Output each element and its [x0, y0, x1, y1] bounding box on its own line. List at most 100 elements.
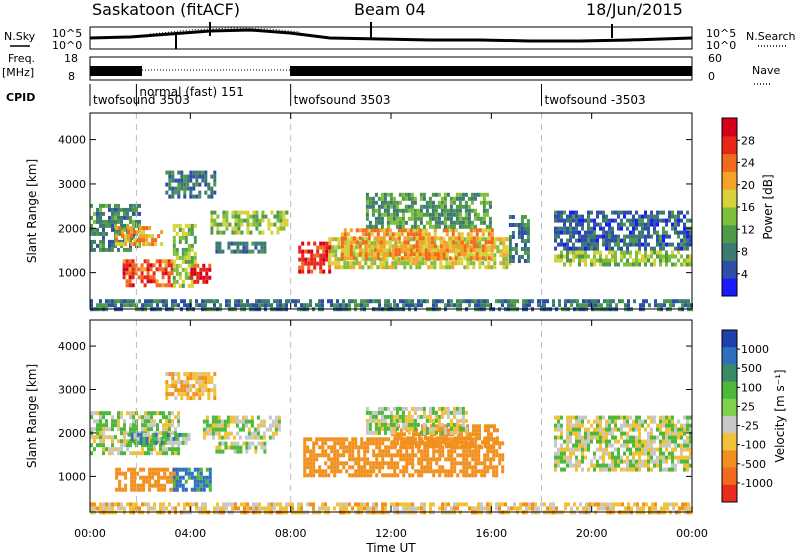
echo-cell: [183, 178, 187, 183]
echo-cell: [371, 224, 375, 229]
echo-cell: [174, 396, 178, 401]
echo-cell: [594, 299, 597, 304]
echo-cell: [605, 214, 608, 219]
echo-cell: [330, 465, 334, 470]
echo-cell: [439, 261, 443, 266]
echo-cell: [614, 210, 617, 215]
echo-cell: [114, 419, 117, 424]
echo-cell: [431, 212, 435, 217]
echo-cell: [368, 204, 372, 209]
echo-cell: [452, 410, 456, 415]
echo-cell: [133, 471, 137, 476]
echo-cell: [139, 436, 143, 441]
echo-cell: [375, 441, 379, 446]
echo-cell: [475, 424, 478, 429]
echo-cell: [187, 271, 191, 276]
echo-cell: [312, 457, 316, 462]
echo-cell: [638, 427, 641, 432]
echo-cell: [348, 299, 351, 304]
echo-cell: [455, 196, 459, 201]
echo-cell: [467, 196, 471, 201]
echo-cell: [181, 436, 185, 441]
echo-cell: [569, 431, 572, 436]
echo-cell: [136, 487, 140, 492]
echo-cell: [407, 426, 411, 431]
echo-cell: [461, 410, 465, 415]
echo-cell: [484, 237, 488, 242]
echo-cell: [656, 254, 659, 259]
echo-cell: [366, 441, 370, 446]
echo-cell: [420, 457, 424, 462]
echo-cell: [252, 502, 255, 507]
echo-cell: [686, 427, 689, 432]
echo-cell: [313, 257, 317, 262]
echo-cell: [443, 212, 447, 217]
echo-cell: [376, 236, 380, 241]
echo-cell: [591, 502, 594, 507]
echo-cell: [665, 467, 668, 472]
echo-cell: [575, 447, 578, 452]
echo-cell: [193, 259, 197, 264]
echo-cell: [328, 241, 332, 246]
echo-cell: [451, 440, 454, 445]
echo-cell: [131, 259, 135, 264]
echo-cell: [340, 232, 344, 237]
echo-cell: [384, 473, 388, 478]
echo-cell: [386, 216, 390, 221]
echo-cell: [650, 443, 653, 448]
echo-cell: [221, 249, 225, 254]
echo-cell: [433, 261, 437, 266]
echo-cell: [169, 487, 173, 492]
echo-cell: [478, 252, 482, 257]
echo-cell: [614, 467, 617, 472]
echo-cell: [483, 506, 486, 511]
echo-cell: [431, 208, 435, 213]
echo-cell: [345, 461, 349, 466]
echo-cell: [484, 240, 488, 245]
echo-cell: [626, 443, 629, 448]
echo-cell: [114, 447, 117, 452]
echo-cell: [582, 303, 585, 308]
echo-cell: [129, 411, 132, 416]
echo-cell: [218, 449, 222, 454]
echo-cell: [520, 235, 524, 239]
echo-cell: [680, 431, 683, 436]
echo-cell: [431, 430, 435, 435]
echo-cell: [597, 506, 600, 511]
echo-cell: [395, 212, 399, 217]
echo-cell: [429, 461, 433, 466]
echo-cell: [403, 244, 407, 249]
echo-cell: [596, 242, 599, 247]
echo-cell: [192, 376, 196, 381]
echo-cell: [380, 406, 384, 411]
echo-cell: [415, 252, 419, 257]
echo-cell: [190, 275, 194, 280]
echo-cell: [466, 241, 470, 246]
echo-cell: [458, 208, 462, 213]
echo-cell: [178, 223, 182, 228]
echo-cell: [614, 242, 617, 247]
echo-cell: [441, 506, 444, 511]
echo-cell: [360, 473, 364, 478]
echo-cell: [153, 443, 156, 448]
echo-cell: [138, 299, 141, 304]
echo-cell: [462, 502, 465, 507]
echo-cell: [481, 244, 485, 249]
echo-cell: [364, 256, 368, 261]
echo-cell: [336, 299, 339, 304]
echo-cell: [238, 419, 242, 424]
echo-cell: [488, 204, 492, 209]
echo-cell: [264, 299, 267, 304]
echo-cell: [554, 467, 557, 472]
echo-cell: [343, 252, 347, 257]
echo-cell: [142, 230, 146, 235]
echo-cell: [431, 200, 435, 205]
echo-cell: [608, 451, 611, 456]
echo-cell: [105, 247, 108, 252]
echo-cell: [438, 469, 442, 474]
echo-cell: [454, 261, 458, 266]
echo-cell: [358, 241, 362, 246]
echo-cell: [560, 451, 563, 456]
echo-cell: [454, 248, 458, 253]
echo-cell: [146, 271, 150, 276]
